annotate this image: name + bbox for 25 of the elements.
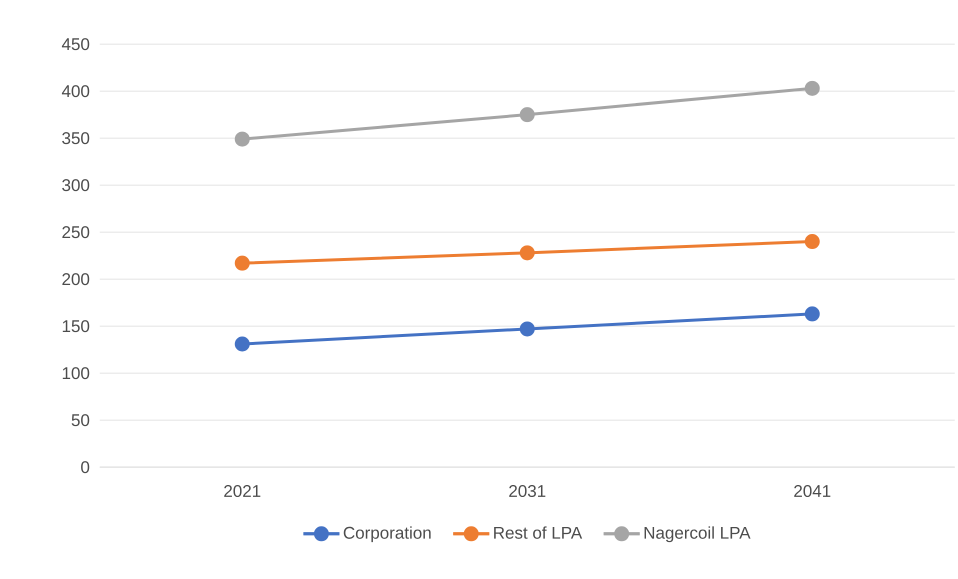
legend-label: Corporation [344,526,431,542]
y-tick-label: 50 [72,414,90,426]
x-tick-label: 2021 [224,485,260,498]
x-tick-label: 2031 [509,485,546,498]
y-tick-label: 200 [62,273,90,286]
legend-label: Nagercoil LPA [644,526,751,542]
y-tick-label: 350 [62,132,90,144]
point [520,107,535,122]
legend-label: Rest of LPA [494,526,582,539]
y-tick-label: 450 [62,38,90,50]
point [520,245,535,260]
x-tick-label: 2041 [794,485,830,498]
y-tick-label: 150 [62,320,90,332]
point [804,234,820,250]
y-tick-label: 400 [62,85,90,98]
point [234,256,250,271]
y-tick-label: 250 [62,226,90,238]
point [234,336,250,352]
y-tick-label: 100 [62,367,90,380]
point [234,132,250,147]
y-tick-label: 0 [81,461,90,474]
point [804,80,820,96]
point [804,306,820,322]
point [520,321,535,336]
y-tick-label: 300 [62,179,90,192]
